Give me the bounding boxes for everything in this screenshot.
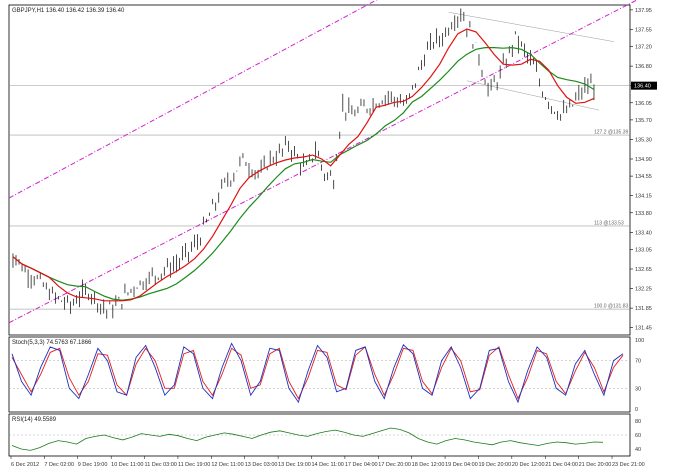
price-tick-label: 137.55	[635, 27, 652, 33]
moving-averages	[12, 28, 595, 302]
rsi-tick-label: 80	[635, 419, 641, 425]
time-tick-label: 9 Dec 19:00	[78, 462, 108, 468]
price-panel-frame	[8, 4, 631, 336]
price-tick-label: 135.70	[635, 118, 652, 124]
price-tick-label: 132.65	[635, 267, 652, 273]
price-tick-label: 137.20	[635, 45, 652, 51]
chart-title: GBPJPY,H1 136.40 136.42 136.39 136.40	[12, 8, 125, 14]
price-tick-label: 134.90	[635, 157, 652, 163]
stochastic-label: Stoch(5,3,3) 74.5763 67.1866	[12, 340, 92, 346]
price-grid: 127.2 @135.39 113 @133.53 100.0 @131.83	[9, 85, 630, 310]
price-tick-label: 131.85	[635, 306, 652, 312]
time-tick-label: 21 Dec 20:00	[579, 462, 612, 468]
ma-green-line	[12, 46, 595, 301]
stoch-tick-label: 0	[635, 407, 638, 413]
time-tick-label: 13 Dec 19:00	[278, 462, 311, 468]
time-tick-label: 18 Dec 12:00	[412, 462, 445, 468]
minor-channel-lower	[466, 80, 600, 111]
time-tick-label: 17 Dec 20:00	[378, 462, 411, 468]
rsi-panel: 80 60 40	[9, 419, 641, 453]
time-axis: 6 Dec 2012 7 Dec 02:00 9 Dec 19:00 10 Dec 1…	[10, 456, 645, 468]
time-tick-label: 23 Dec 21:00	[612, 462, 645, 468]
fib-level-label: 127.2 @135.39	[594, 130, 628, 136]
price-tick-label: 134.55	[635, 174, 652, 180]
time-tick-label: 21 Dec 04:00	[545, 462, 578, 468]
price-axis: 137.95 137.55 137.20 136.80 136.40 136.05 135.…	[630, 8, 657, 332]
time-tick-label: 20 Dec 12:00	[512, 462, 545, 468]
rsi-tick-label: 40	[635, 447, 641, 453]
current-price-label: 136.40	[634, 84, 651, 90]
ma-red-line	[12, 28, 595, 302]
price-channel	[8, 0, 639, 324]
time-tick-label: 13 Dec 03:00	[245, 462, 278, 468]
rsi-label: RSI(14) 49.5589	[12, 417, 57, 423]
time-tick-label: 7 Dec 02:00	[44, 462, 74, 468]
time-tick-label: 19 Dec 20:00	[478, 462, 511, 468]
price-tick-label: 134.15	[635, 194, 652, 200]
rsi-tick-label: 60	[635, 433, 641, 439]
time-tick-label: 17 Dec 04:00	[345, 462, 378, 468]
rsi-line	[11, 427, 604, 451]
stochastic-panel-frame	[8, 336, 631, 413]
time-tick-label: 6 Dec 2012	[11, 462, 39, 468]
minor-channel-upper	[448, 12, 615, 42]
price-tick-label: 136.05	[635, 101, 652, 107]
price-tick-label: 131.45	[635, 326, 652, 332]
price-tick-label: 133.05	[635, 247, 652, 253]
stoch-tick-label: 30	[635, 386, 641, 392]
stochastic-panel: 100 70 30 0	[9, 338, 644, 413]
channel-lower-line	[8, 0, 639, 324]
stoch-tick-label: 70	[635, 359, 641, 365]
fib-level-label: 100.0 @131.83	[594, 304, 628, 310]
fib-level-label: 113 @133.53	[594, 220, 624, 226]
time-tick-label: 12 Dec 11:00	[211, 462, 243, 468]
current-price-box	[631, 81, 657, 90]
stoch-main-line	[11, 342, 624, 404]
price-tick-label: 136.80	[635, 64, 652, 70]
price-tick-label: 137.95	[635, 8, 652, 14]
stoch-tick-label: 100	[635, 338, 644, 344]
time-tick-label: 19 Dec 04:00	[445, 462, 478, 468]
price-tick-label: 135.30	[635, 137, 652, 143]
time-tick-label: 11 Dec 19:00	[178, 462, 210, 468]
price-tick-label: 133.80	[635, 211, 652, 217]
price-tick-label: 132.25	[635, 287, 652, 293]
time-tick-label: 11 Dec 03:00	[145, 462, 177, 468]
price-tick-label: 133.40	[635, 230, 652, 236]
time-tick-label: 14 Dec 11:00	[312, 462, 344, 468]
time-tick-label: 10 Dec 11:00	[111, 462, 143, 468]
